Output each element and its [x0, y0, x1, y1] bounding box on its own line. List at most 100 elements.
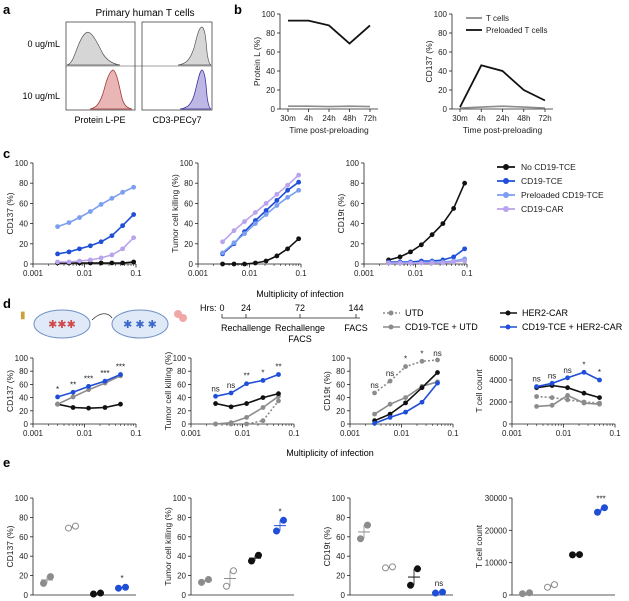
timeline-tick-label: 72: [295, 303, 305, 313]
significance-label: ns: [227, 381, 235, 390]
x-tick-label: 30m: [280, 114, 296, 123]
cd3-histogram-10ug: [179, 69, 212, 110]
data-point: [462, 258, 468, 264]
data-point: [549, 380, 555, 386]
y-tick-label: 40: [177, 394, 186, 403]
y-axis-label: Tumor cell killing (%): [170, 174, 180, 253]
y-axis-label: CD137 (%): [5, 525, 15, 567]
series-line: [459, 105, 546, 109]
y-tick-label: 100: [15, 494, 29, 503]
x-tick-label: 0.01: [235, 429, 251, 438]
y-tick-label: 20: [19, 407, 28, 416]
panel-d-schematic: ✱✱✱ ✱ ✱ ✱ ▮ Hrs: 0 24 72 144 Rechallenge…: [20, 303, 368, 344]
legend-marker: [503, 192, 509, 198]
x-tick-label: 72h: [363, 114, 376, 123]
data-point: [86, 383, 91, 389]
data-point: [274, 203, 280, 208]
data-point: [565, 375, 570, 381]
legend-label-utd: UTD: [405, 308, 424, 318]
data-point: [242, 231, 247, 237]
y-tick-label: 80: [336, 513, 345, 522]
data-point: [230, 567, 237, 575]
y-tick-label: 40: [350, 220, 359, 229]
data-point: [285, 246, 291, 252]
y-axis-label: Protein L (%): [252, 37, 262, 86]
x-tick-label: 48h: [343, 114, 356, 123]
data-point: [198, 578, 205, 586]
data-point: [403, 400, 408, 406]
data-point: [120, 223, 126, 229]
x-tick-label: 0.1: [609, 429, 621, 438]
data-point: [86, 387, 91, 393]
x-tick-label: 0.1: [288, 429, 300, 438]
significance-label: ***: [84, 374, 93, 383]
data-point: [205, 575, 212, 583]
data-point: [435, 357, 440, 363]
data-point: [40, 579, 47, 587]
data-point: [451, 206, 457, 211]
timeline-event: Rechallenge: [221, 323, 271, 333]
y-tick-label: 0: [271, 105, 276, 114]
y-tick-label: 40: [177, 552, 186, 561]
data-point: [387, 415, 393, 420]
data-point: [131, 212, 137, 217]
data-point: [565, 393, 570, 398]
data-point: [387, 411, 393, 417]
data-point: [66, 220, 72, 225]
y-tick-label: 40: [184, 220, 193, 229]
significance-label: ***: [596, 495, 605, 504]
y-tick-label: 60: [336, 380, 345, 389]
legend-label: T cells: [486, 14, 509, 23]
data-point: [244, 421, 249, 427]
legend-marker: [503, 164, 509, 170]
data-point: [544, 583, 551, 591]
data-point: [72, 522, 79, 530]
data-point: [372, 420, 377, 426]
data-point: [244, 401, 249, 406]
data-point: [565, 385, 570, 391]
significance-label: **: [70, 380, 76, 389]
data-point: [296, 187, 302, 193]
x-tick-label: 0.01: [77, 269, 93, 278]
y-tick-label: 20: [19, 572, 28, 581]
data-point: [549, 395, 555, 400]
y-tick-label: 20000: [485, 526, 508, 535]
significance-label: *: [598, 368, 601, 377]
y-axis-label: CD137 (%): [5, 192, 15, 234]
series-line: [288, 19, 371, 45]
y-tick-label: 0: [182, 591, 187, 600]
data-point: [242, 261, 247, 267]
y-tick-label: 0: [503, 591, 508, 600]
data-point: [435, 370, 440, 375]
significance-label: *: [404, 355, 407, 364]
timeline-event: FACS: [288, 334, 312, 344]
data-point: [213, 401, 218, 406]
data-point: [86, 405, 91, 411]
y-tick-label: 40: [19, 394, 28, 403]
protein-l-histogram-0ug: [66, 31, 121, 66]
significance-label: **: [275, 363, 281, 372]
y-tick-label: 60: [336, 533, 345, 542]
data-point: [581, 369, 587, 375]
y-tick-label: 80: [266, 29, 275, 38]
y-tick-label: 60: [19, 199, 28, 208]
data-point: [131, 235, 137, 241]
data-point: [382, 564, 389, 572]
y-tick-label: 0: [503, 420, 508, 429]
x-tick-label: 0.01: [242, 269, 258, 278]
data-point: [419, 399, 425, 405]
data-point: [70, 405, 76, 410]
data-point: [372, 411, 377, 417]
y-tick-label: 100: [332, 354, 346, 363]
data-point: [118, 372, 123, 377]
panel-label-e: e: [3, 455, 10, 470]
timeline-tick-label: 0: [219, 303, 224, 313]
y-tick-label: 40: [336, 552, 345, 561]
data-point: [451, 254, 457, 260]
data-point: [414, 565, 421, 573]
x-tick-label: 0.1: [447, 429, 459, 438]
data-point: [551, 581, 558, 589]
y-tick-label: 100: [15, 159, 29, 168]
significance-label: **: [243, 372, 249, 381]
y-tick-label: 4000: [489, 376, 507, 385]
